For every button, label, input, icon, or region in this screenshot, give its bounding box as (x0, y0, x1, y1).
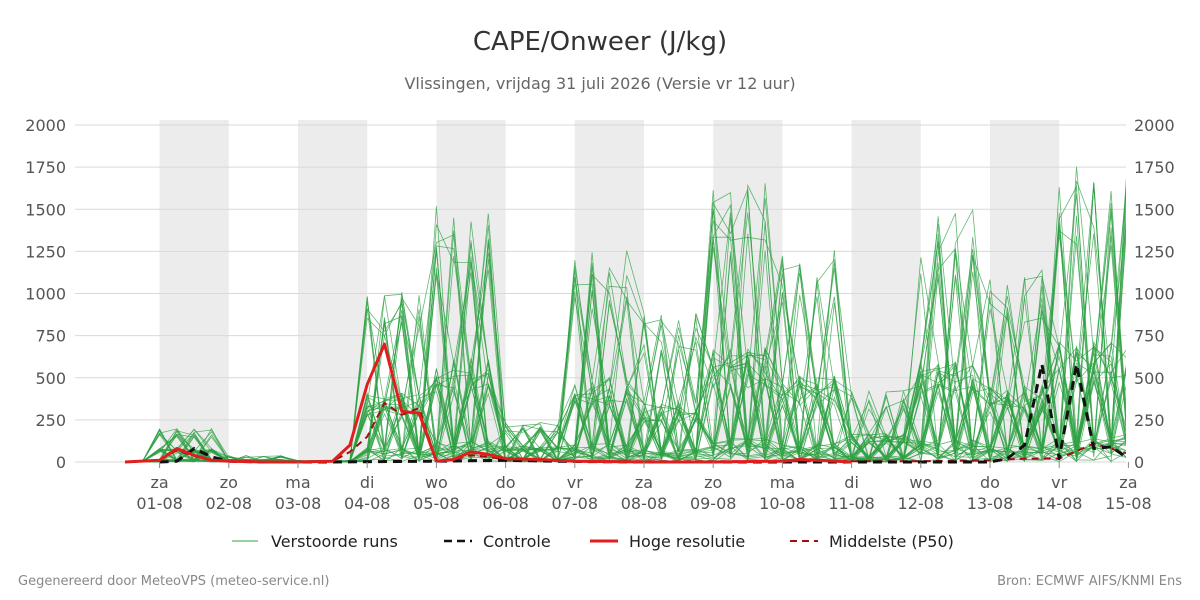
legend-label-controle: Controle (483, 532, 551, 551)
y-tick-label: 1500 (1134, 200, 1175, 219)
x-tick-day: za (1119, 473, 1137, 492)
y-tick-label: 250 (35, 411, 66, 430)
y-tick-label: 250 (1134, 411, 1165, 430)
y-tick-label: 750 (1134, 327, 1165, 346)
y-tick-label: 1500 (25, 200, 66, 219)
x-tick-date: 04-08 (344, 494, 391, 513)
x-tick-date: 03-08 (275, 494, 322, 513)
x-tick-date: 12-08 (898, 494, 945, 513)
x-tick-day: ma (770, 473, 795, 492)
x-tick-date: 07-08 (552, 494, 599, 513)
x-tick-day: di (844, 473, 859, 492)
y-tick-label: 1750 (1134, 158, 1175, 177)
y-tick-label: 1250 (1134, 242, 1175, 261)
x-tick-day: vr (567, 473, 583, 492)
y-tick-label: 2000 (25, 116, 66, 135)
y-tick-label: 2000 (1134, 116, 1175, 135)
y-tick-label: 1750 (25, 158, 66, 177)
x-tick-day: zo (704, 473, 722, 492)
series-line-hoge-resolutie (124, 342, 852, 464)
x-tick-date: 05-08 (413, 494, 460, 513)
x-tick-date: 01-08 (136, 494, 183, 513)
x-tick-date: 06-08 (482, 494, 529, 513)
legend-label-ensemble: Verstoorde runs (271, 532, 398, 551)
x-tick-day: wo (425, 473, 448, 492)
x-tick-day: ma (285, 473, 310, 492)
legend-label-hoge-resolutie: Hoge resolutie (629, 532, 745, 551)
x-axis: za 01-08 zo 02-08 ma 03-08 di 04-08 wo 05-08 do 06-… (136, 462, 1152, 513)
y-axis-left: 0 250 500 750 1000 1250 1500 1750 2000 (25, 116, 66, 472)
x-tick-date: 11-08 (828, 494, 875, 513)
y-tick-label: 500 (1134, 369, 1165, 388)
legend-label-p50: Middelste (P50) (829, 532, 954, 551)
x-tick-day: di (360, 473, 375, 492)
x-tick-date: 15-08 (1105, 494, 1152, 513)
footer-credit: Gegenereerd door MeteoVPS (meteo-service… (18, 574, 329, 589)
chart-title: CAPE/Onweer (J/kg) (473, 27, 727, 57)
y-tick-label: 1000 (25, 285, 66, 304)
main-series (124, 342, 1126, 464)
x-tick-day: za (150, 473, 168, 492)
y-tick-label: 500 (35, 369, 66, 388)
y-tick-label: 0 (56, 453, 66, 472)
x-tick-date: 14-08 (1036, 494, 1083, 513)
shade-band (159, 120, 229, 462)
shade-band (298, 120, 368, 462)
x-tick-date: 10-08 (759, 494, 806, 513)
x-tick-day: do (980, 473, 1000, 492)
footer-source: Bron: ECMWF AIFS/KNMI Ens (997, 574, 1182, 589)
y-tick-label: 0 (1134, 453, 1144, 472)
shade-band (851, 120, 921, 462)
x-tick-day: do (496, 473, 516, 492)
y-axis-right: 0 250 500 750 1000 1250 1500 1750 2000 (1134, 116, 1175, 472)
chart-subtitle: Vlissingen, vrijdag 31 juli 2026 (Versie… (404, 74, 795, 93)
x-tick-day: zo (220, 473, 238, 492)
y-tick-label: 1250 (25, 242, 66, 261)
legend: Verstoorde runs Controle Hoge resolutie … (232, 532, 954, 551)
y-tick-label: 750 (35, 327, 66, 346)
y-tick-label: 1000 (1134, 285, 1175, 304)
x-tick-date: 09-08 (690, 494, 737, 513)
x-tick-date: 08-08 (621, 494, 668, 513)
x-tick-day: za (635, 473, 653, 492)
x-tick-date: 13-08 (967, 494, 1014, 513)
x-tick-day: vr (1051, 473, 1067, 492)
x-tick-day: wo (909, 473, 932, 492)
x-tick-date: 02-08 (206, 494, 253, 513)
